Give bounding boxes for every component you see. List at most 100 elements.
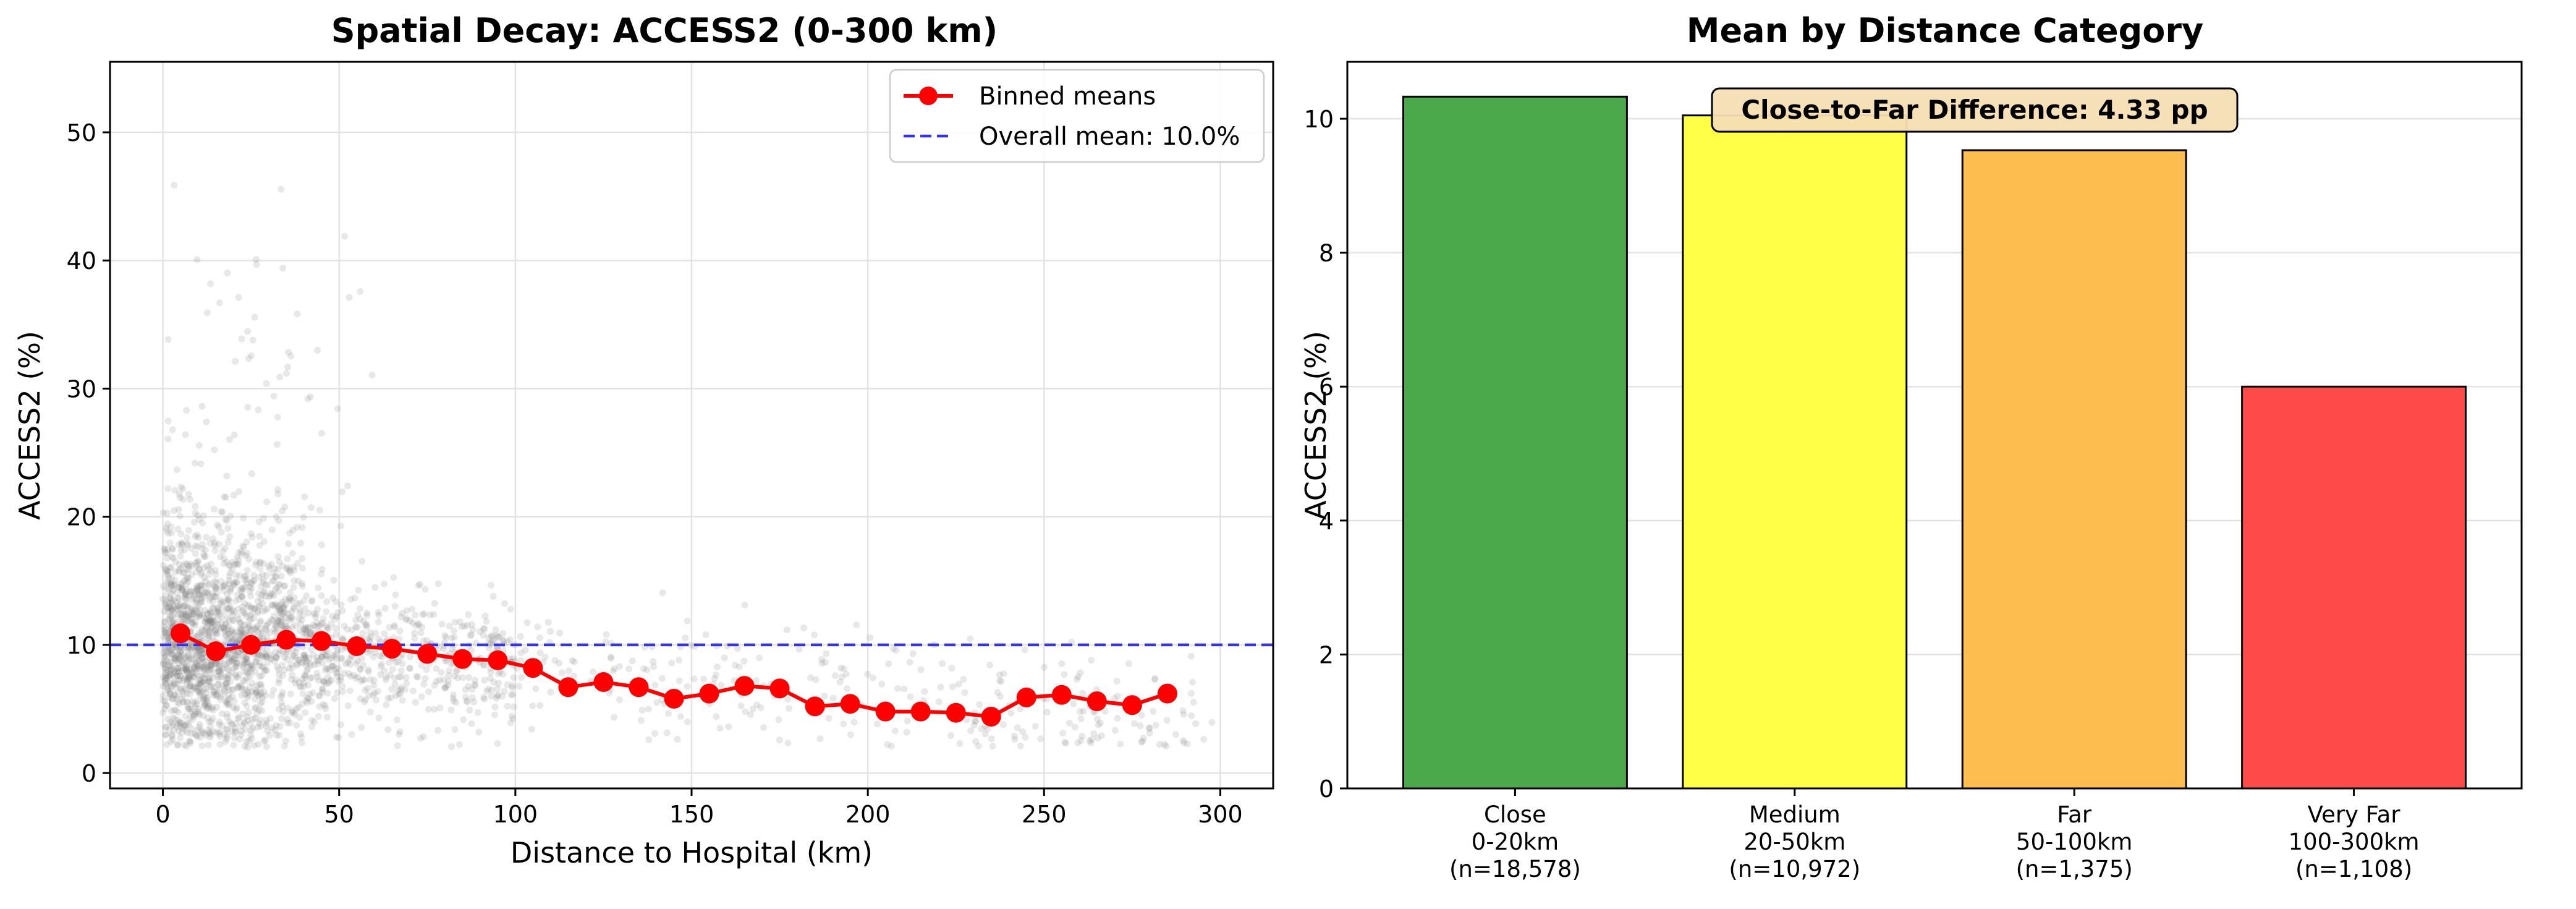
scatter-point — [302, 697, 310, 704]
scatter-point — [241, 600, 248, 607]
scatter-point — [221, 628, 229, 635]
scatter-point — [165, 673, 172, 680]
scatter-point — [182, 664, 189, 672]
scatter-point — [187, 714, 194, 722]
scatter-point — [214, 521, 221, 529]
scatter-point — [185, 720, 193, 728]
scatter-point — [377, 671, 384, 678]
scatter-point — [818, 655, 825, 663]
scatter-point — [294, 310, 301, 318]
scatter-point — [187, 496, 193, 503]
scatter-point — [229, 617, 237, 624]
scatter-point — [210, 597, 217, 605]
scatter-point — [234, 579, 241, 586]
scatter-point — [200, 693, 207, 700]
scatter-point — [211, 628, 219, 635]
scatter-point — [212, 659, 219, 667]
scatter-point — [472, 682, 479, 689]
binned-mean-point — [734, 676, 755, 696]
scatter-point — [200, 512, 207, 519]
scatter-point — [267, 590, 274, 597]
scatter-point — [300, 513, 307, 521]
scatter-point — [206, 617, 213, 625]
scatter-point — [225, 666, 232, 673]
scatter-point — [159, 661, 167, 668]
scatter-point — [225, 623, 232, 630]
scatter-point — [291, 680, 299, 687]
scatter-point — [288, 709, 295, 716]
scatter-point — [449, 694, 457, 702]
scatter-point — [190, 620, 197, 628]
scatter-point — [259, 600, 266, 608]
scatter-point — [252, 626, 259, 633]
scatter-point — [226, 573, 233, 580]
scatter-point — [198, 632, 206, 639]
scatter-point — [284, 364, 291, 371]
scatter-point — [180, 608, 188, 615]
scatter-point — [256, 542, 263, 549]
scatter-point — [339, 636, 347, 644]
scatter-point — [160, 561, 167, 569]
scatter-point — [313, 657, 320, 665]
scatter-point — [314, 347, 321, 354]
binned-mean-point — [523, 658, 543, 678]
scatter-point — [169, 664, 176, 672]
scatter-point — [242, 677, 249, 685]
scatter-point — [241, 668, 248, 675]
scatter-point — [163, 567, 170, 574]
scatter-point — [164, 529, 172, 537]
scatter-point — [166, 672, 174, 679]
scatter-point — [711, 675, 718, 682]
scatter-point — [253, 261, 260, 268]
scatter-point — [370, 676, 378, 684]
scatter-point — [255, 693, 263, 700]
scatter-point — [269, 577, 276, 584]
scatter-point — [313, 670, 321, 677]
scatter-point — [268, 692, 276, 699]
scatter-point — [196, 605, 203, 613]
scatter-point — [298, 617, 305, 623]
scatter-point — [190, 674, 198, 681]
scatter-point — [200, 702, 208, 710]
scatter-point — [206, 729, 213, 736]
y-tick-label: 10 — [1304, 106, 1334, 133]
scatter-point — [354, 624, 361, 631]
scatter-point — [226, 695, 233, 702]
scatter-point — [541, 654, 549, 661]
scatter-point — [214, 616, 221, 623]
scatter-point — [200, 665, 208, 673]
scatter-point — [223, 517, 231, 524]
scatter-point — [268, 560, 275, 568]
scatter-point — [218, 508, 225, 515]
scatter-point — [403, 680, 410, 687]
scatter-point — [293, 660, 300, 668]
scatter-point — [198, 598, 205, 605]
scatter-point — [216, 741, 224, 748]
scatter-point — [206, 662, 213, 669]
scatter-point — [219, 599, 227, 606]
scatter-point — [174, 717, 181, 724]
scatter-point — [253, 710, 261, 717]
scatter-point — [495, 680, 502, 687]
scatter-point — [180, 664, 187, 672]
scatter-point — [282, 650, 290, 657]
scatter-point — [266, 732, 273, 739]
scatter-point — [449, 691, 457, 699]
scatter-point — [339, 683, 346, 690]
scatter-point — [177, 685, 185, 692]
scatter-point — [501, 600, 508, 607]
scatter-point — [288, 676, 295, 683]
scatter-point — [271, 565, 279, 572]
scatter-point — [333, 631, 339, 638]
scatter-point — [381, 667, 388, 674]
scatter-point — [194, 684, 201, 691]
scatter-point — [324, 625, 331, 632]
scatter-point — [556, 629, 564, 637]
scatter-point — [441, 632, 449, 639]
scatter-point — [275, 651, 282, 658]
scatter-point — [206, 675, 213, 681]
scatter-point — [229, 558, 236, 566]
scatter-point — [1007, 709, 1015, 717]
scatter-point — [996, 671, 1003, 678]
scatter-point — [281, 503, 289, 511]
